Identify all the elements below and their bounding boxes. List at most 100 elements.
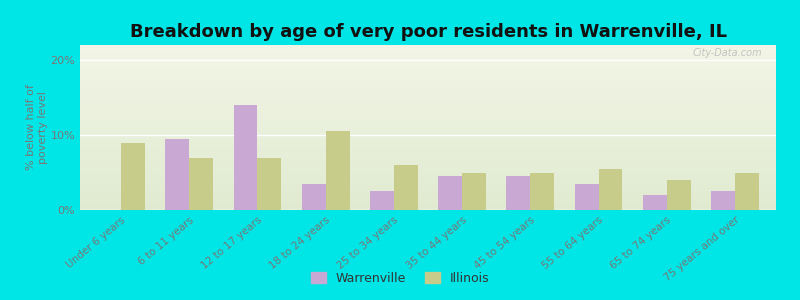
Bar (80, 112, 776, 114)
Bar (598, 169, 622, 210)
Bar (80, 73, 776, 75)
Bar (80, 99, 776, 101)
Bar (80, 134, 776, 136)
Bar (80, 180, 776, 182)
Bar (80, 162, 776, 164)
Bar (80, 160, 776, 162)
Bar (80, 205, 776, 207)
Bar (80, 187, 776, 188)
Bar (80, 63, 776, 65)
Bar (80, 170, 776, 172)
Bar (711, 191, 735, 210)
Bar (80, 52, 776, 53)
Bar (80, 199, 776, 200)
Bar (370, 191, 394, 210)
Bar (80, 55, 776, 56)
Bar (80, 88, 776, 89)
Bar (80, 155, 776, 157)
Title: Breakdown by age of very poor residents in Warrenville, IL: Breakdown by age of very poor residents … (130, 23, 726, 41)
Bar (80, 149, 776, 151)
Bar (80, 101, 776, 103)
Bar (258, 158, 282, 210)
Bar (80, 85, 776, 86)
Bar (80, 151, 776, 152)
Bar (80, 66, 776, 68)
Bar (80, 157, 776, 159)
Bar (302, 184, 326, 210)
Bar (80, 185, 776, 187)
Bar (80, 65, 776, 66)
Bar (80, 132, 776, 134)
Bar (80, 184, 776, 185)
Bar (574, 184, 598, 210)
Legend: Warrenville, Illinois: Warrenville, Illinois (304, 265, 496, 291)
Bar (80, 75, 776, 76)
Bar (80, 141, 776, 142)
Bar (80, 207, 776, 208)
Bar (80, 60, 776, 61)
Bar (80, 103, 776, 104)
Bar (80, 50, 776, 52)
Bar (438, 176, 462, 210)
Bar (80, 182, 776, 184)
Bar (80, 119, 776, 121)
Bar (80, 104, 776, 106)
Bar (80, 194, 776, 195)
Bar (80, 208, 776, 210)
Bar (80, 80, 776, 81)
Bar (80, 197, 776, 199)
Bar (80, 48, 776, 50)
Bar (80, 109, 776, 111)
Bar (80, 53, 776, 55)
Bar (80, 89, 776, 91)
Bar (80, 172, 776, 174)
Bar (80, 121, 776, 122)
Bar (80, 142, 776, 144)
Bar (80, 195, 776, 197)
Bar (234, 105, 258, 210)
Bar (80, 61, 776, 63)
Bar (80, 70, 776, 71)
Bar (80, 78, 776, 80)
Bar (80, 137, 776, 139)
Bar (80, 129, 776, 131)
Bar (80, 159, 776, 161)
Bar (80, 58, 776, 60)
Bar (462, 172, 486, 210)
Bar (189, 158, 213, 210)
Bar (530, 172, 554, 210)
Bar (80, 86, 776, 88)
Bar (80, 71, 776, 73)
Bar (80, 128, 776, 129)
Bar (80, 111, 776, 112)
Bar (80, 46, 776, 48)
Bar (80, 192, 776, 194)
Bar (80, 81, 776, 83)
Text: City-Data.com: City-Data.com (693, 48, 762, 58)
Bar (80, 91, 776, 93)
Bar (80, 118, 776, 119)
Y-axis label: % below half of
poverty level: % below half of poverty level (26, 85, 48, 170)
Bar (80, 116, 776, 118)
Bar (506, 176, 530, 210)
Bar (80, 56, 776, 58)
Bar (80, 96, 776, 98)
Bar (80, 175, 776, 177)
Bar (80, 154, 776, 155)
Bar (80, 152, 776, 154)
Bar (394, 165, 418, 210)
Bar (735, 172, 759, 210)
Bar (121, 142, 145, 210)
Bar (80, 126, 776, 128)
Bar (80, 68, 776, 70)
Bar (80, 106, 776, 108)
Bar (643, 195, 667, 210)
Bar (80, 144, 776, 146)
Bar (80, 139, 776, 141)
Bar (80, 45, 776, 46)
Bar (80, 146, 776, 147)
Bar (80, 165, 776, 167)
Bar (80, 124, 776, 126)
Bar (326, 131, 350, 210)
Bar (80, 174, 776, 175)
